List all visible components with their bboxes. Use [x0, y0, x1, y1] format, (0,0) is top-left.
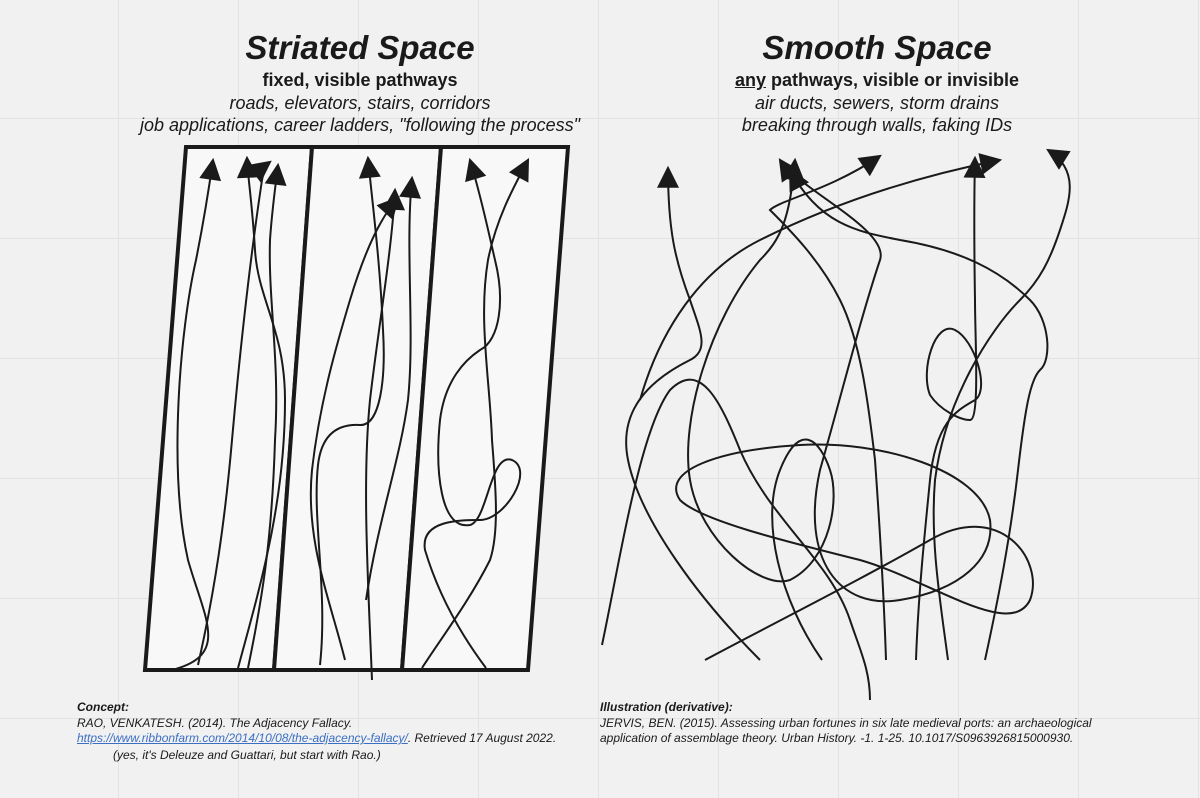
concept-link[interactable]: https://www.ribbonfarm.com/2014/10/08/th…: [77, 731, 408, 745]
striated-paths: [171, 155, 530, 681]
striated-header: Striated Space fixed, visible pathways r…: [110, 28, 610, 136]
smooth-path: [625, 165, 761, 661]
concept-retrieved: . Retrieved 17 August 2022.: [407, 731, 557, 745]
striated-path: [315, 155, 385, 666]
smooth-paths: [601, 148, 1071, 701]
illustration-reference-line-2: application of assemblage theory. Urban …: [600, 731, 1074, 745]
smooth-path: [788, 168, 1049, 661]
illustration-reference-line-1: JERVIS, BEN. (2015). Assessing urban for…: [600, 715, 1092, 730]
smooth-examples-line-2: breaking through walls, faking IDs: [741, 115, 1013, 135]
striated-path: [423, 157, 522, 669]
concept-heading: Concept:: [77, 700, 129, 714]
concept-note: (yes, it's Deleuze and Guattari, but sta…: [113, 747, 381, 762]
smooth-subtitle-emphasis: any: [734, 70, 766, 90]
striated-examples-line-2: job applications, career ladders, "follo…: [139, 115, 580, 135]
smooth-path: [601, 378, 871, 701]
striated-path: [309, 196, 400, 661]
smooth-path: [675, 158, 1034, 661]
smooth-subtitle-rest: pathways, visible or invisible: [765, 70, 1020, 90]
smooth-header: Smooth Space any pathways, visible or in…: [627, 28, 1127, 136]
smooth-path: [687, 157, 835, 661]
striated-path: [171, 157, 222, 671]
smooth-subtitle: any pathways, visible or invisible: [627, 68, 1127, 92]
illustration-heading: Illustration (derivative):: [600, 700, 733, 714]
striated-path: [197, 160, 272, 666]
striated-panels: [142, 145, 571, 672]
smooth-path: [915, 155, 986, 661]
striated-path: [365, 175, 422, 601]
striated-examples-line-1: roads, elevators, stairs, corridors: [229, 93, 491, 113]
concept-reference: RAO, VENKATESH. (2014). The Adjacency Fa…: [77, 715, 353, 730]
illustration-citation: Illustration (derivative): JERVIS, BEN. …: [600, 700, 1160, 747]
smooth-path: [768, 154, 887, 661]
concept-citation: Concept: RAO, VENKATESH. (2014). The Adj…: [77, 700, 597, 763]
striated-title: Striated Space: [245, 29, 475, 66]
smooth-title: Smooth Space: [762, 29, 992, 66]
smooth-path: [639, 153, 1003, 401]
smooth-path: [932, 148, 1071, 661]
striated-lane-3: [399, 145, 571, 672]
striated-path: [247, 162, 287, 669]
striated-path: [421, 158, 530, 669]
striated-subtitle: fixed, visible pathways: [262, 70, 458, 90]
striated-path: [365, 187, 405, 681]
smooth-examples-line-1: air ducts, sewers, storm drains: [754, 93, 1000, 113]
concept-link-line: https://www.ribbonfarm.com/2014/10/08/th…: [77, 731, 597, 747]
striated-path: [236, 155, 287, 669]
